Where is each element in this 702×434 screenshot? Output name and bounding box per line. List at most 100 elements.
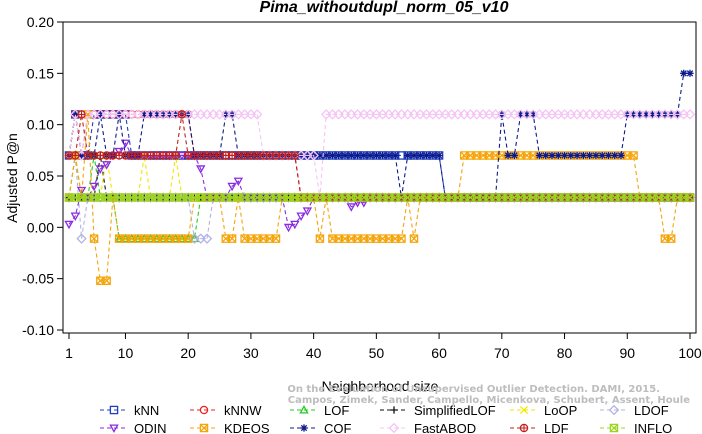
x-tick-label: 90	[619, 345, 635, 361]
series-line	[68, 72, 690, 199]
y-axis-label: Adjusted P@n	[4, 133, 20, 223]
data-point	[366, 151, 374, 160]
data-point	[316, 151, 324, 160]
data-point	[655, 110, 663, 118]
data-point	[227, 234, 237, 243]
data-point	[617, 151, 625, 160]
data-point	[89, 234, 99, 243]
watermark-authors: Campos, Zimek, Sander, Campello, Micenko…	[288, 395, 690, 406]
data-point	[548, 151, 556, 160]
data-point	[341, 151, 349, 160]
legend-marker	[609, 423, 619, 433]
data-point	[560, 151, 569, 160]
data-point	[76, 186, 87, 196]
legend-item: LoOP	[510, 403, 577, 418]
data-point	[347, 151, 355, 160]
legend-label: LDOF	[634, 403, 669, 418]
data-point	[642, 110, 650, 118]
data-point	[315, 234, 325, 243]
legend-item: KDEOS	[190, 421, 270, 434]
legend-item: LDF	[510, 421, 569, 434]
data-point	[177, 151, 187, 161]
y-axis: -0.10 -0.05 0.00 0.05 0.10 0.15 0.20	[22, 14, 63, 338]
x-tick-label: 50	[369, 345, 385, 361]
y-tick-label: -0.10	[22, 322, 54, 338]
data-point	[686, 69, 694, 77]
data-point	[409, 234, 419, 243]
data-point	[592, 151, 600, 160]
series-fastabod	[63, 109, 696, 203]
data-point	[114, 233, 124, 243]
x-tick-label: 70	[494, 345, 510, 361]
data-point	[573, 151, 581, 160]
data-point	[251, 109, 263, 120]
data-point	[529, 110, 537, 118]
legend-label: COF	[324, 421, 352, 434]
legend-marker	[519, 405, 529, 415]
data-point	[140, 110, 148, 118]
data-point	[685, 193, 695, 202]
legend: kNN kNNW LOF SimplifiedLOF LoOP LDOF ODIN KDEOS…	[100, 403, 672, 434]
data-point	[385, 151, 393, 160]
legend-label: ODIN	[134, 421, 167, 434]
data-point	[429, 151, 437, 160]
data-point	[567, 151, 575, 160]
legend-item: SimplifiedLOF	[380, 403, 496, 418]
legend-marker	[299, 405, 309, 414]
data-point	[335, 151, 343, 160]
x-tick-label: 40	[306, 345, 322, 361]
legend-item: COF	[290, 421, 352, 434]
data-point	[629, 151, 638, 160]
y-tick-label: 0.20	[27, 14, 54, 30]
data-point	[397, 234, 406, 243]
data-point	[227, 182, 237, 192]
x-axis: 1 10 20 30 40 50 60 70 80 90 100	[65, 333, 702, 361]
x-tick-label: 30	[243, 345, 259, 361]
y-tick-label: 0.15	[27, 65, 54, 81]
data-point	[554, 151, 562, 160]
legend-label: kNNW	[224, 403, 262, 418]
data-point	[360, 151, 368, 160]
legend-label: FastABOD	[414, 421, 476, 434]
data-point	[636, 110, 644, 118]
data-point	[76, 233, 87, 244]
legend-marker	[199, 405, 209, 415]
series-inflo	[64, 193, 695, 202]
legend-label: LoOP	[544, 403, 577, 418]
legend-marker	[388, 422, 400, 434]
legend-marker	[109, 405, 119, 415]
data-point	[153, 110, 161, 118]
data-point	[322, 151, 330, 160]
legend-item: FastABOD	[380, 421, 476, 434]
data-point	[102, 276, 111, 285]
y-tick-label: 0.05	[27, 168, 54, 184]
data-point	[77, 110, 86, 119]
data-point	[510, 151, 518, 160]
data-point	[372, 151, 380, 160]
watermark-citation: On the Evaluation of Unsupervised Outlie…	[287, 384, 660, 395]
legend-label: LOF	[324, 403, 349, 418]
data-point	[435, 151, 443, 160]
data-point	[283, 223, 294, 233]
plot-frame	[62, 21, 697, 334]
data-point	[328, 151, 337, 160]
data-point	[535, 151, 544, 160]
x-tick-label: 1	[65, 345, 73, 361]
data-point	[517, 110, 525, 118]
legend-label: kNN	[134, 403, 159, 418]
data-point	[183, 234, 193, 243]
series-line	[68, 113, 690, 198]
legend-marker	[109, 424, 119, 433]
data-point	[379, 151, 387, 160]
data-point	[146, 110, 155, 118]
y-tick-label: 0.10	[27, 117, 54, 133]
data-point	[391, 151, 399, 160]
legend-marker	[390, 406, 398, 414]
legend-label: KDEOS	[224, 421, 270, 434]
series-cof	[65, 69, 694, 202]
data-point	[96, 110, 104, 118]
legend-label: INFLO	[634, 421, 672, 434]
data-point	[290, 220, 300, 230]
legend-item: INFLO	[600, 421, 672, 434]
y-tick-label: 0.00	[27, 219, 54, 235]
